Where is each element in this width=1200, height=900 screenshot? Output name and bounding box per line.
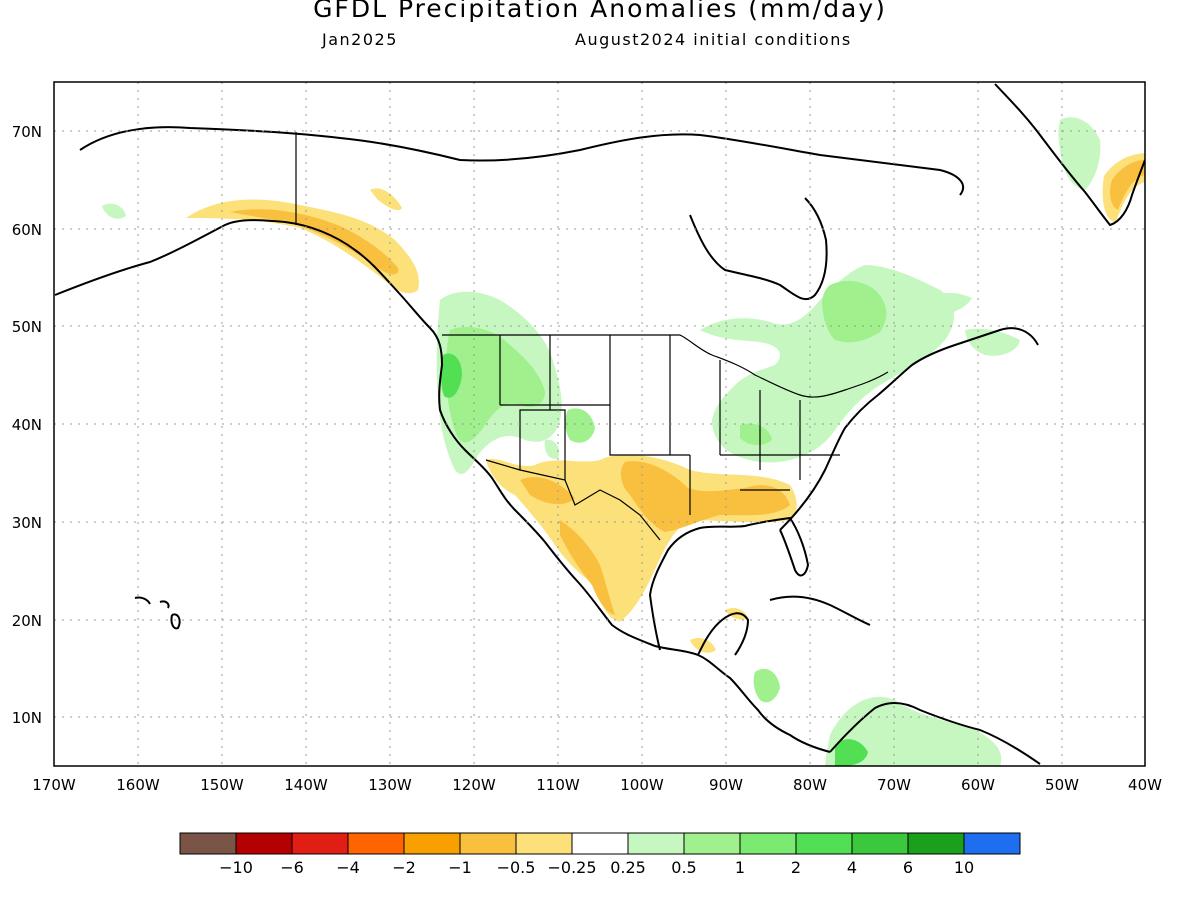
coastline-south-america — [829, 702, 1041, 765]
wet-anomaly-maritimes — [918, 292, 1020, 356]
colorbar-swatch — [739, 832, 797, 855]
colorbar-swatch — [291, 832, 349, 855]
dry-anomaly-gulf-coast — [700, 491, 735, 511]
wet-anomaly-central-america — [753, 668, 780, 703]
coastline-greenland — [994, 83, 1145, 227]
map-title: GFDL Precipitation Anomalies (mm/day) — [313, 0, 887, 23]
lon-tick-label: 130W — [368, 776, 412, 794]
coastline-east — [779, 327, 1039, 531]
colorbar-label: −10 — [219, 858, 253, 877]
border-us-mexico — [485, 459, 661, 541]
colorbar-label: 2 — [791, 858, 801, 877]
lon-tick-label: 120W — [452, 776, 496, 794]
colorbar-label: −4 — [336, 858, 360, 877]
colorbar-swatch — [403, 832, 461, 855]
colorbar-swatch — [235, 832, 293, 855]
dry-anomaly-yukon — [370, 188, 402, 211]
wet-anomaly-utah — [544, 439, 560, 459]
colorbar-swatch — [795, 832, 853, 855]
wet-anomaly-east-canada-us — [700, 265, 955, 463]
colorbar-label: −0.25 — [547, 858, 596, 877]
lon-tick-label: 170W — [32, 776, 76, 794]
coastline-yucatan — [697, 612, 750, 656]
dry-anomaly-yucatan — [690, 607, 748, 653]
colorbar-label: 4 — [847, 858, 857, 877]
colorbar-swatch — [571, 832, 629, 855]
lon-tick-labels: 170W 160W 150W 140W 130W 120W 110W 100W … — [32, 776, 1162, 794]
wet-anomaly-quebec-core — [822, 280, 887, 343]
dry-anomaly-greenland-core — [1110, 160, 1145, 210]
lat-tick-label: 70N — [12, 123, 42, 141]
colorbar-label: −0.5 — [497, 858, 536, 877]
lon-tick-label: 80W — [793, 776, 827, 794]
map-frame — [53, 81, 1146, 767]
colorbar-swatch — [179, 832, 237, 855]
colorbar-label: 0.5 — [671, 858, 696, 877]
coastline-arctic — [79, 126, 965, 196]
wet-anomaly-ohio-valley — [740, 423, 772, 446]
colorbar-label: −2 — [392, 858, 416, 877]
lon-tick-label: 140W — [284, 776, 328, 794]
colorbar-label: 1 — [735, 858, 745, 877]
colorbar-label: −6 — [280, 858, 304, 877]
colorbar-label: −1 — [448, 858, 472, 877]
wet-anomaly-colombia-core — [835, 739, 868, 766]
lon-tick-label: 60W — [961, 776, 995, 794]
colorbar-swatch — [459, 832, 517, 855]
colorbar-swatch — [851, 832, 909, 855]
lon-tick-label: 160W — [116, 776, 160, 794]
lon-tick-label: 100W — [620, 776, 664, 794]
lat-tick-label: 10N — [12, 709, 42, 727]
wet-anomaly-bering — [102, 203, 126, 219]
graticule — [54, 82, 1145, 766]
colorbar-swatch — [963, 832, 1021, 855]
wet-anomaly-greenland-east — [1058, 117, 1101, 190]
coastlines — [54, 83, 1145, 765]
lat-tick-labels: 70N 60N 50N 40N 30N 20N 10N — [12, 123, 42, 727]
colorbar-label: 6 — [903, 858, 913, 877]
lat-tick-label: 20N — [12, 612, 42, 630]
colorbar-swatch — [907, 832, 965, 855]
political-borders — [295, 132, 889, 541]
colorbar-swatch — [347, 832, 405, 855]
colorbar-swatch — [683, 832, 741, 855]
colorbar-label: 0.25 — [610, 858, 646, 877]
colorbar-swatch — [515, 832, 573, 855]
coastline-north-america — [54, 219, 831, 753]
dry-anomaly-alaska-coast — [186, 199, 419, 294]
lon-tick-label: 50W — [1045, 776, 1079, 794]
lon-tick-label: 90W — [709, 776, 743, 794]
lat-tick-label: 60N — [12, 221, 42, 239]
forecast-month: Jan2025 — [322, 30, 398, 49]
colorbar-label: 10 — [954, 858, 974, 877]
colorbar: −10 −6 −4 −2 −1 −0.5 −0.25 0.25 0.5 1 2 4 6 10 — [179, 832, 1021, 877]
anomaly-layer — [102, 117, 1145, 766]
lon-tick-label: 70W — [877, 776, 911, 794]
border-us-canada — [442, 334, 889, 398]
lon-tick-label: 40W — [1128, 776, 1162, 794]
coastline-cuba — [769, 595, 871, 626]
lon-tick-label: 150W — [200, 776, 244, 794]
wet-anomaly-colorado — [565, 408, 595, 443]
dry-anomaly-alaska-coast-core — [230, 209, 399, 275]
lat-tick-label: 40N — [12, 416, 42, 434]
lat-tick-label: 50N — [12, 318, 42, 336]
coastline-gulf — [648, 516, 810, 651]
colorbar-swatch — [627, 832, 685, 855]
wet-anomaly-oregon-core — [440, 353, 462, 398]
coastline-hudson-bay — [689, 197, 828, 301]
initial-conditions: August2024 initial conditions — [575, 30, 852, 49]
wet-anomaly-pacific-northwest-mid — [446, 326, 545, 443]
lon-tick-label: 110W — [536, 776, 580, 794]
border-us-states — [499, 335, 840, 515]
coastline-hawaii — [134, 596, 181, 630]
lat-tick-label: 30N — [12, 514, 42, 532]
